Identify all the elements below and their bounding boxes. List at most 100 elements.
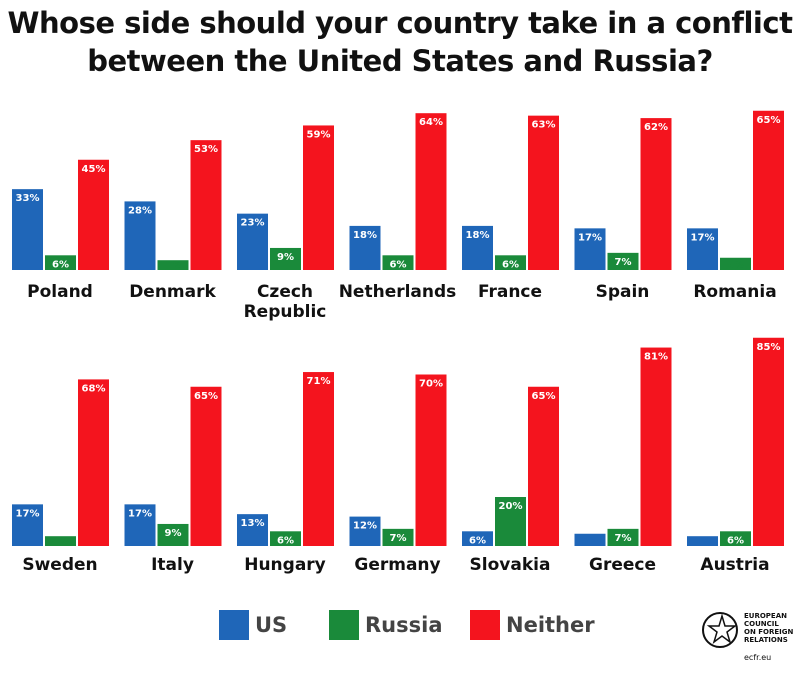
bar-us-sweden xyxy=(12,504,43,546)
value-label-neither-sweden: 68% xyxy=(82,383,106,394)
value-label-us-slovakia: 6% xyxy=(469,535,486,546)
bar-neither-italy xyxy=(190,386,222,546)
value-label-neither-france: 63% xyxy=(532,120,556,131)
bar-us-austria xyxy=(687,536,718,546)
bar-russia-sweden xyxy=(45,536,76,546)
country-label-denmark: Denmark xyxy=(129,282,216,302)
country-label-italy: Italy xyxy=(151,555,194,575)
bar-russia-hungary xyxy=(270,531,301,546)
bar-neither-hungary xyxy=(303,372,334,546)
country-label-netherlands: Netherlands xyxy=(339,282,457,302)
bar-russia-slovakia xyxy=(495,497,526,546)
value-label-neither-italy: 65% xyxy=(194,391,218,402)
country-label-romania: Romania xyxy=(693,282,776,302)
country-group-romania: 17% 5% 65% Romania xyxy=(687,110,784,302)
bar-russia-greece xyxy=(607,528,639,546)
legend-swatch-russia xyxy=(329,610,359,640)
bar-russia-germany xyxy=(382,528,414,546)
star-circle-logo-icon xyxy=(702,612,738,648)
bar-russia-france xyxy=(495,255,526,270)
bar-us-netherlands xyxy=(349,225,381,270)
legend: US Russia Neither xyxy=(0,607,800,647)
bar-neither-romania xyxy=(753,110,784,270)
country-label-spain: Spain xyxy=(596,282,650,302)
value-label-neither-austria: 85% xyxy=(757,342,781,353)
country-group-germany: 12% 7% 70% Germany xyxy=(349,374,447,575)
bar-us-romania xyxy=(687,228,718,270)
country-group-poland: 33% 6% 45% Poland xyxy=(12,159,109,302)
bar-us-germany xyxy=(349,516,381,546)
country-label-slovakia: Slovakia xyxy=(470,555,551,575)
bar-russia-denmark xyxy=(157,260,189,270)
bar-russia-poland xyxy=(45,255,76,270)
value-label-neither-netherlands: 64% xyxy=(419,117,443,128)
bar-neither-france xyxy=(528,115,559,271)
legend-label-us: US xyxy=(255,613,288,637)
bar-us-italy xyxy=(124,504,156,546)
value-label-russia-sweden: 4% xyxy=(52,536,69,547)
value-label-us-romania: 17% xyxy=(691,232,715,243)
legend-item-us: US xyxy=(219,607,287,643)
bar-neither-spain xyxy=(640,118,672,270)
logo-line: ON FOREIGN xyxy=(744,628,794,636)
country-label-poland: Poland xyxy=(27,282,93,302)
bar-russia-romania xyxy=(720,257,751,270)
grouped-bar-chart: 33% 6% 45% Poland 28% 4% 53% Denmark 23% 9% 59% Cze… xyxy=(12,110,784,575)
country-group-spain: 17% 7% 62% Spain xyxy=(574,118,672,302)
bar-us-slovakia xyxy=(462,531,493,546)
country-group-sweden: 17% 4% 68% Sweden xyxy=(12,379,109,575)
legend-label-russia: Russia xyxy=(365,613,443,637)
bar-russia-netherlands xyxy=(382,255,414,270)
legend-item-russia: Russia xyxy=(329,607,443,643)
legend-swatch-us xyxy=(219,610,249,640)
bar-neither-greece xyxy=(640,347,672,546)
value-label-us-germany: 12% xyxy=(353,521,377,532)
value-label-russia-denmark: 4% xyxy=(165,260,182,271)
bar-us-czech-republic xyxy=(237,213,268,270)
value-label-us-denmark: 28% xyxy=(128,205,152,216)
value-label-us-sweden: 17% xyxy=(16,508,40,519)
value-label-russia-france: 6% xyxy=(502,259,519,270)
chart-title: Whose side should your country take in a… xyxy=(7,6,793,78)
value-label-russia-greece: 7% xyxy=(615,533,632,544)
legend-label-neither: Neither xyxy=(506,613,595,637)
value-label-us-poland: 33% xyxy=(16,193,40,204)
value-label-us-spain: 17% xyxy=(578,232,602,243)
country-label-greece: Greece xyxy=(589,555,656,575)
value-label-us-france: 18% xyxy=(466,230,490,241)
value-label-russia-germany: 7% xyxy=(390,533,407,544)
value-label-us-czech-republic: 23% xyxy=(241,218,265,229)
country-label-germany: Germany xyxy=(354,555,440,575)
value-label-neither-germany: 70% xyxy=(419,379,443,390)
bar-neither-austria xyxy=(753,337,784,546)
bar-neither-czech-republic xyxy=(303,125,334,270)
bar-us-denmark xyxy=(124,201,156,270)
logo-line: EUROPEAN xyxy=(744,612,787,620)
bar-russia-czech-republic xyxy=(270,247,301,270)
bar-russia-spain xyxy=(607,252,639,270)
logo-site: ecfr.eu xyxy=(744,653,772,662)
value-label-us-austria: 4% xyxy=(694,536,711,547)
value-label-neither-poland: 45% xyxy=(82,164,106,175)
value-label-russia-slovakia: 20% xyxy=(499,501,523,512)
country-label-czech-republic: Czech xyxy=(257,282,313,302)
value-label-us-italy: 17% xyxy=(128,508,152,519)
bar-us-spain xyxy=(574,228,606,270)
legend-swatch-neither xyxy=(470,610,500,640)
value-label-russia-czech-republic: 9% xyxy=(277,252,294,263)
logo-line: RELATIONS xyxy=(744,636,788,644)
bar-us-poland xyxy=(12,189,43,270)
bar-us-france xyxy=(462,225,493,270)
value-label-russia-netherlands: 6% xyxy=(390,259,407,270)
country-label-france: France xyxy=(478,282,542,302)
country-group-slovakia: 6% 20% 65% Slovakia xyxy=(462,386,559,575)
value-label-us-netherlands: 18% xyxy=(353,230,377,241)
country-label-czech-republic: Republic xyxy=(244,302,327,322)
bar-neither-netherlands xyxy=(415,113,447,270)
value-label-russia-italy: 9% xyxy=(165,528,182,539)
logo-line: COUNCIL xyxy=(744,620,779,628)
country-label-hungary: Hungary xyxy=(244,555,326,575)
value-label-russia-spain: 7% xyxy=(615,257,632,268)
value-label-neither-romania: 65% xyxy=(757,115,781,126)
